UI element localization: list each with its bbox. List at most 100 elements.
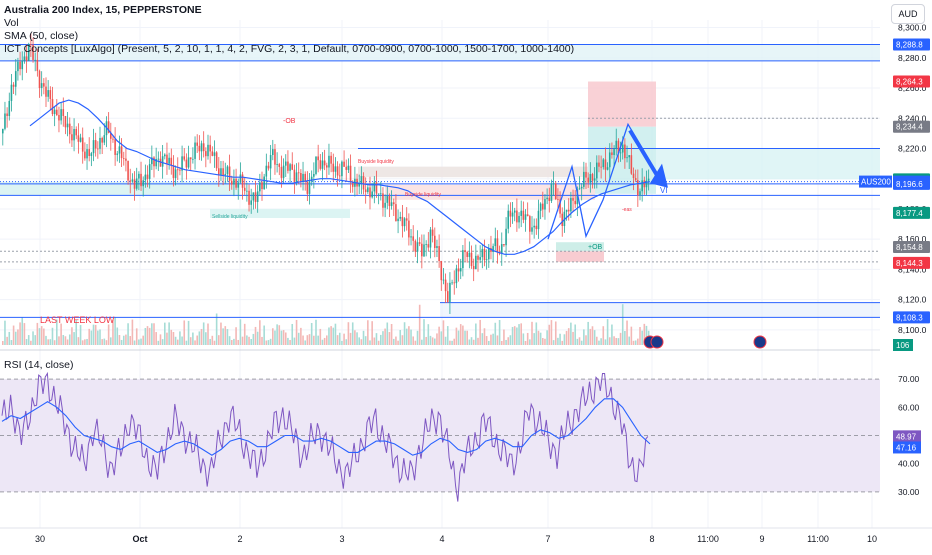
volume-bar	[36, 322, 39, 345]
candle-body	[172, 165, 175, 178]
volume-bar	[4, 320, 6, 345]
symbol-tag-label: AUS200	[861, 178, 891, 187]
candle-body	[300, 172, 302, 182]
volume-bar	[580, 340, 583, 345]
candle-body	[382, 193, 384, 208]
volume-bar	[572, 331, 574, 345]
candle-body	[488, 247, 490, 260]
currency-selector[interactable]: AUD	[891, 4, 925, 24]
volume-bar	[606, 319, 609, 345]
volume-bar	[94, 324, 97, 345]
candle-body	[133, 179, 136, 189]
candle-body	[451, 282, 453, 284]
candle-body	[53, 109, 56, 115]
candle-body	[21, 60, 24, 70]
candle-body	[630, 155, 633, 174]
volume-bar	[218, 335, 220, 345]
candle-body	[207, 144, 209, 157]
volume-bar	[68, 334, 71, 345]
volume-bar	[209, 338, 211, 345]
volume-bar	[313, 335, 315, 345]
candle-body	[583, 171, 585, 187]
au-flag-icon-3[interactable]	[753, 335, 767, 349]
volume-bar	[114, 317, 116, 345]
volume-bar	[395, 336, 397, 345]
volume-bar	[27, 335, 30, 345]
volume-bar	[358, 337, 360, 345]
user-drawings	[547, 122, 668, 240]
price-tag-1	[893, 75, 930, 88]
volume-bar	[272, 328, 274, 345]
time-tick-label-6: 8	[649, 534, 654, 544]
projection-arrow-shaft	[628, 129, 662, 182]
volume-bar	[60, 323, 62, 345]
candle-body	[99, 137, 101, 149]
volume-bar	[583, 329, 585, 345]
volume-bar	[302, 335, 304, 345]
volume-bar	[278, 325, 281, 345]
volume-bar	[101, 339, 103, 345]
volume-bar	[513, 326, 516, 345]
candle-body	[526, 214, 529, 217]
volume-bar	[596, 336, 598, 345]
price-tick-label-2: 8,140.0	[898, 264, 927, 274]
candle-body	[371, 191, 373, 198]
au-flag-icon-2[interactable]	[650, 335, 664, 349]
candle-body	[222, 168, 224, 176]
volume-bar	[99, 329, 101, 345]
volume-bar	[637, 338, 639, 345]
candle-body	[4, 113, 6, 129]
buyside-liquidity-label-2: Buyside liquidity	[405, 192, 441, 198]
volume-bar	[392, 338, 395, 345]
candle-body	[628, 155, 630, 158]
candle-body	[101, 137, 103, 143]
candle-body	[291, 164, 294, 170]
candle-body	[237, 182, 240, 188]
candle-body	[412, 236, 414, 241]
candle-body	[146, 174, 149, 179]
price-tag-label-0: 8,288.8	[896, 40, 923, 49]
volume-bar	[475, 323, 477, 345]
candle-body	[429, 229, 432, 248]
volume-bar	[103, 338, 106, 345]
rsi-tick-label-0: 30.00	[898, 487, 920, 497]
candle-body	[313, 173, 315, 177]
volume-bar	[140, 338, 142, 345]
volume-bar	[211, 335, 214, 345]
price-axis: 8,100.08,120.08,140.08,160.08,180.08,200…	[859, 23, 930, 497]
candle-body	[380, 193, 382, 195]
candle-body	[596, 162, 598, 179]
candle-body	[202, 143, 205, 152]
price-tag-label-5: 8,196.6	[896, 180, 923, 189]
rsi-pane	[0, 371, 880, 502]
candle-body	[36, 59, 39, 71]
volume-bar	[645, 325, 648, 345]
volume-bar	[226, 329, 229, 345]
volume-bar	[531, 321, 533, 345]
candle-body	[565, 209, 568, 212]
volume-bar	[347, 322, 350, 345]
volume-bar	[280, 330, 283, 345]
volume-bar	[25, 339, 28, 345]
candle-body	[351, 181, 354, 187]
volume-bar	[576, 338, 579, 345]
volume-bar	[410, 329, 412, 345]
candle-body	[40, 83, 43, 89]
candle-body	[120, 146, 123, 159]
candle-body	[436, 246, 438, 249]
volume-bar	[45, 335, 47, 345]
volume-bar	[205, 332, 207, 345]
candle-body	[634, 178, 637, 181]
candle-body	[399, 216, 402, 219]
candle-body	[343, 161, 345, 167]
candle-body	[494, 238, 497, 247]
time-tick-label-2: 2	[237, 534, 242, 544]
candle-body	[153, 157, 155, 167]
candle-body	[578, 188, 581, 190]
candle-body	[248, 190, 250, 205]
candle-body	[97, 148, 99, 150]
volume-bar	[319, 328, 322, 345]
bearish-ob-zone	[588, 81, 656, 127]
volume-bar	[110, 337, 112, 345]
